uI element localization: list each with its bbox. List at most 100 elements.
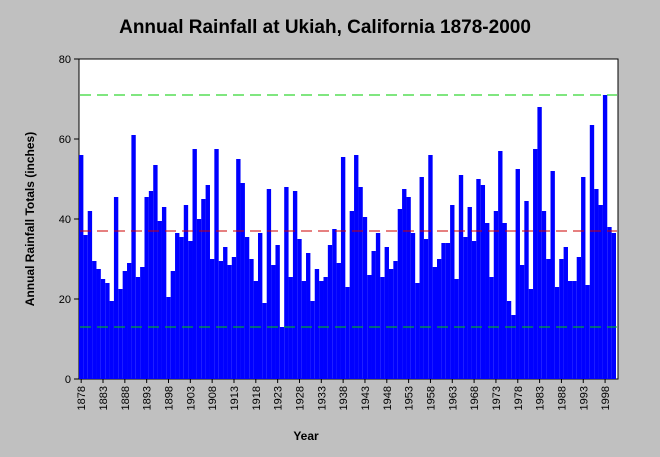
bar	[432, 267, 437, 379]
bar	[140, 267, 145, 379]
bar	[244, 237, 250, 379]
x-tick-label: 1903	[185, 386, 197, 410]
bar	[506, 301, 512, 379]
bar	[345, 287, 350, 379]
bar	[157, 221, 162, 379]
bar	[602, 95, 608, 379]
bar	[92, 261, 97, 379]
bar	[236, 159, 241, 379]
x-tick-label: 1948	[382, 386, 394, 410]
bar	[105, 283, 110, 379]
bar	[279, 327, 285, 379]
y-tick-label: 20	[59, 294, 71, 306]
bar	[594, 189, 599, 379]
bar	[493, 211, 499, 379]
x-tick-label: 1928	[294, 386, 306, 410]
bar	[524, 201, 529, 379]
bar	[183, 205, 189, 379]
bar	[179, 237, 184, 379]
bar	[397, 209, 403, 379]
bar	[175, 233, 180, 379]
x-tick-label: 1943	[360, 386, 372, 410]
x-tick-label: 1953	[404, 386, 416, 410]
bar	[288, 277, 293, 379]
bar	[528, 289, 534, 379]
bar	[393, 261, 398, 379]
y-tick-label: 40	[59, 214, 71, 226]
y-axis: 0 20 40 60 80	[59, 54, 79, 386]
bar	[589, 125, 595, 379]
x-tick-label: 1878	[76, 386, 88, 410]
bar	[598, 205, 603, 379]
bar	[122, 271, 128, 379]
bar	[275, 245, 280, 379]
bar	[519, 265, 525, 379]
bar	[284, 187, 289, 379]
bar	[87, 211, 93, 379]
bar	[371, 251, 376, 379]
bar	[314, 269, 320, 379]
x-tick-label: 1938	[338, 386, 350, 410]
bar	[541, 211, 547, 379]
bar	[463, 237, 468, 379]
bar	[218, 261, 224, 379]
bar	[310, 301, 315, 379]
x-tick-label: 1933	[316, 386, 328, 410]
bar	[201, 199, 206, 379]
bar	[96, 269, 101, 379]
bar	[336, 263, 341, 379]
x-tick-label: 1968	[469, 386, 481, 410]
x-tick-label: 1988	[556, 386, 568, 410]
bar	[327, 245, 333, 379]
bar	[546, 259, 551, 379]
x-tick-label: 1918	[251, 386, 263, 410]
x-tick-label: 1998	[600, 386, 612, 410]
bar	[485, 223, 490, 379]
bar	[323, 277, 328, 379]
bar	[585, 285, 590, 379]
x-tick-label: 1888	[120, 386, 132, 410]
bar	[471, 241, 477, 379]
bar	[332, 229, 337, 379]
x-tick-label: 1923	[273, 386, 285, 410]
bar	[306, 253, 311, 379]
bar	[537, 107, 542, 379]
bar	[559, 259, 564, 379]
bar	[567, 281, 573, 379]
bar	[170, 271, 176, 379]
x-tick-label: 1883	[98, 386, 110, 410]
bar	[511, 315, 516, 379]
bar	[144, 197, 149, 379]
bar	[533, 149, 538, 379]
bars-group	[79, 95, 616, 379]
bar	[349, 211, 355, 379]
bar	[581, 177, 586, 379]
bar	[441, 243, 446, 379]
bar	[223, 247, 228, 379]
bar	[611, 233, 616, 379]
bar	[458, 175, 464, 379]
bar	[161, 207, 167, 379]
bar	[498, 151, 503, 379]
bar	[480, 185, 486, 379]
bar	[563, 247, 568, 379]
bar	[406, 197, 411, 379]
bar	[428, 155, 433, 379]
x-tick-label: 1908	[207, 386, 219, 410]
y-tick-label: 80	[59, 54, 71, 66]
bar	[515, 169, 520, 379]
bar	[148, 191, 154, 379]
bar	[380, 277, 385, 379]
bar	[271, 265, 276, 379]
bar	[362, 217, 368, 379]
bar	[572, 281, 577, 379]
bar	[423, 239, 429, 379]
bar	[131, 135, 136, 379]
bar	[402, 189, 407, 379]
bar	[240, 183, 245, 379]
x-tick-label: 1993	[578, 386, 590, 410]
bar	[554, 287, 560, 379]
bar	[502, 223, 507, 379]
bar	[209, 259, 215, 379]
x-tick-label: 1983	[535, 386, 547, 410]
